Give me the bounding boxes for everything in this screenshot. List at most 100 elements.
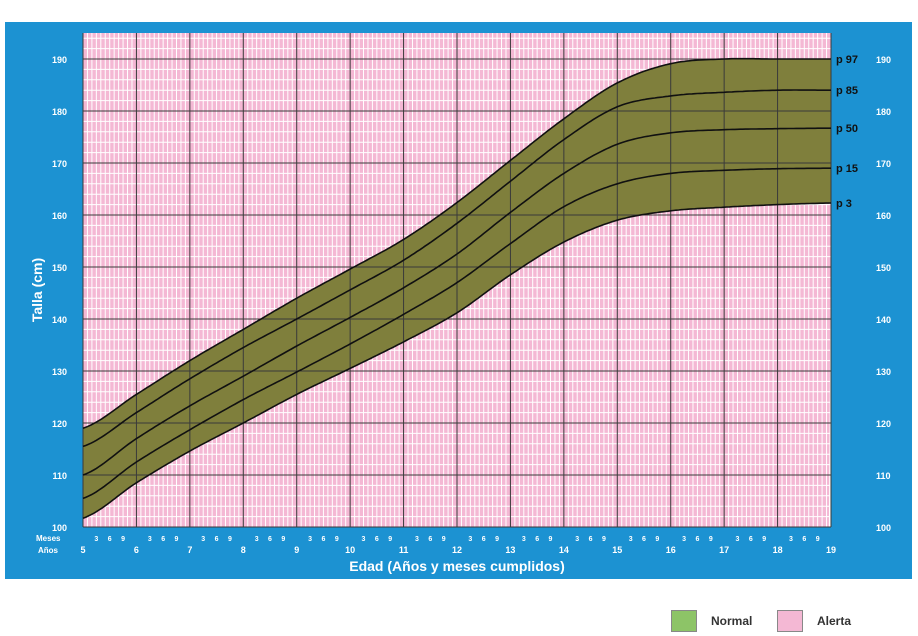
y-tick-label: 190: [876, 55, 891, 65]
major-grid: [82, 33, 832, 528]
month-tick-label: 9: [281, 536, 285, 543]
month-tick-label: 6: [589, 536, 593, 543]
y-tick-label: 150: [876, 263, 891, 273]
month-tick-label: 6: [749, 536, 753, 543]
legend-alerta-swatch: [777, 610, 803, 632]
year-tick-label: 11: [399, 545, 409, 555]
y-tick-labels-left: 100 110 120 130 140 150 160 170 180 190: [52, 55, 67, 533]
month-tick-label: 9: [442, 536, 446, 543]
legend-alerta: Alerta: [777, 610, 851, 632]
y-tick-label: 120: [876, 419, 891, 429]
percentile-label: p 3: [836, 198, 852, 210]
y-tick-label: 110: [52, 471, 67, 481]
month-tick-label: 3: [415, 536, 419, 543]
month-tick-label: 6: [482, 536, 486, 543]
percentile-label: p 50: [836, 123, 858, 135]
month-tick-label: 6: [642, 536, 646, 543]
legend-alerta-label: Alerta: [817, 614, 852, 628]
y-tick-label: 130: [876, 367, 891, 377]
percentile-curves: [82, 57, 832, 519]
year-tick-label: 6: [134, 545, 139, 555]
month-tick-label: 3: [682, 536, 686, 543]
year-tick-label: 17: [719, 545, 729, 555]
month-tick-label: 3: [575, 536, 579, 543]
y-tick-label: 160: [52, 211, 67, 221]
month-tick-label: 6: [428, 536, 432, 543]
month-tick-label: 6: [161, 536, 165, 543]
y-tick-label: 140: [876, 315, 891, 325]
month-tick-label: 9: [495, 536, 499, 543]
month-tick-label: 3: [255, 536, 259, 543]
y-tick-label: 150: [52, 263, 67, 273]
year-tick-label: 12: [452, 545, 462, 555]
month-tick-label: 3: [522, 536, 526, 543]
percentile-curve: [82, 89, 831, 448]
y-axis-label: Talla (cm): [29, 258, 45, 322]
y-tick-label: 100: [52, 523, 67, 533]
month-tick-label: 6: [695, 536, 699, 543]
month-tick-label: 6: [802, 536, 806, 543]
year-tick-label: 13: [505, 545, 515, 555]
percentile-label: p 85: [836, 85, 858, 97]
month-tick-label: 9: [762, 536, 766, 543]
y-tick-label: 170: [876, 159, 891, 169]
month-tick-label: 6: [268, 536, 272, 543]
year-tick-label: 18: [773, 545, 783, 555]
y-tick-label: 120: [52, 419, 67, 429]
months-row-label: Meses: [36, 534, 61, 543]
years-row-label: Años: [38, 546, 59, 555]
month-tick-label: 9: [602, 536, 606, 543]
percentile-curve: [82, 202, 832, 519]
y-tick-label: 160: [876, 211, 891, 221]
year-tick-label: 10: [345, 545, 355, 555]
y-tick-label: 140: [52, 315, 67, 325]
y-tick-label: 180: [52, 107, 67, 117]
percentile-labels: p 97 p 85 p 50 p 15 p 3: [836, 54, 858, 210]
month-tick-label: 9: [121, 536, 125, 543]
month-tick-label: 6: [375, 536, 379, 543]
month-tick-label: 3: [629, 536, 633, 543]
month-tick-label: 3: [362, 536, 366, 543]
legend-normal-swatch: [671, 610, 697, 632]
percentile-curve: [82, 167, 831, 500]
year-tick-label: 16: [666, 545, 676, 555]
legend-normal-label: Normal: [711, 614, 753, 628]
y-tick-label: 170: [52, 159, 67, 169]
year-tick-label: 5: [80, 545, 85, 555]
x-axis-label: Edad (Años y meses cumplidos): [349, 558, 565, 574]
y-tick-labels-right: 100 110 120 130 140 150 160 170 180 190: [876, 55, 891, 533]
month-tick-label: 9: [228, 536, 232, 543]
year-tick-label: 9: [294, 545, 299, 555]
month-tick-label: 6: [535, 536, 539, 543]
year-tick-label: 8: [241, 545, 246, 555]
month-tick-label: 9: [709, 536, 713, 543]
month-tick-label: 9: [175, 536, 179, 543]
year-tick-label: 7: [187, 545, 192, 555]
month-tick-label: 3: [736, 536, 740, 543]
percentile-curve: [82, 57, 831, 429]
y-tick-label: 180: [876, 107, 891, 117]
x-tick-labels: 3 6 9 3 6 9 3 6 9 3 6 9 3 6 9 3 6 9 3 6 9 3 6 9 3 6 9 3 6 9 3 6 9 3 6 9 3 6 9 3…: [80, 536, 836, 555]
legend-normal: Normal: [671, 610, 752, 632]
month-tick-label: 3: [148, 536, 152, 543]
month-tick-label: 3: [308, 536, 312, 543]
y-tick-label: 100: [876, 523, 891, 533]
month-tick-label: 9: [335, 536, 339, 543]
y-tick-label: 110: [876, 471, 891, 481]
month-tick-label: 6: [108, 536, 112, 543]
month-tick-label: 6: [321, 536, 325, 543]
y-tick-label: 190: [52, 55, 67, 65]
percentile-label: p 15: [836, 163, 858, 175]
month-tick-label: 3: [468, 536, 472, 543]
month-tick-label: 9: [655, 536, 659, 543]
year-tick-label: 14: [559, 545, 569, 555]
year-tick-label: 15: [612, 545, 622, 555]
month-tick-label: 9: [388, 536, 392, 543]
month-tick-label: 6: [215, 536, 219, 543]
y-tick-label: 130: [52, 367, 67, 377]
month-tick-label: 9: [816, 536, 820, 543]
month-tick-label: 3: [789, 536, 793, 543]
percentile-curve: [82, 127, 831, 476]
month-tick-label: 3: [94, 536, 98, 543]
